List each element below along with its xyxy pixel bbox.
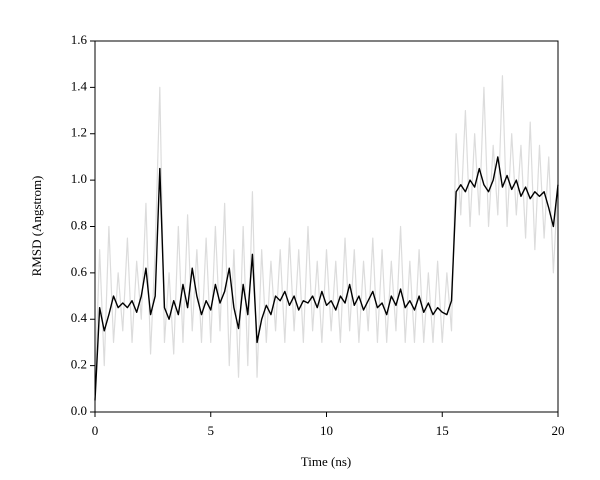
x-tick-label: 5 <box>208 423 215 438</box>
x-axis-label: Time (ns) <box>301 454 351 469</box>
series-line <box>94 75 559 389</box>
x-tick-label: 10 <box>320 423 333 438</box>
y-tick-label: 1.2 <box>71 125 87 140</box>
series-line <box>94 156 559 401</box>
y-tick-label: 0.6 <box>71 264 88 279</box>
y-tick-label: 1.0 <box>71 171 87 186</box>
y-tick-label: 1.4 <box>71 78 88 93</box>
y-tick-label: 1.6 <box>71 32 88 47</box>
y-tick-label: 0.4 <box>71 310 88 325</box>
x-tick-label: 0 <box>92 423 99 438</box>
y-tick-label: 0.2 <box>71 357 87 372</box>
y-tick-label: 0.8 <box>71 217 87 232</box>
x-tick-label: 20 <box>552 423 565 438</box>
y-tick-label: 0.0 <box>71 403 87 418</box>
y-axis-label: RMSD (Angstrom) <box>29 176 44 277</box>
x-tick-label: 15 <box>436 423 449 438</box>
